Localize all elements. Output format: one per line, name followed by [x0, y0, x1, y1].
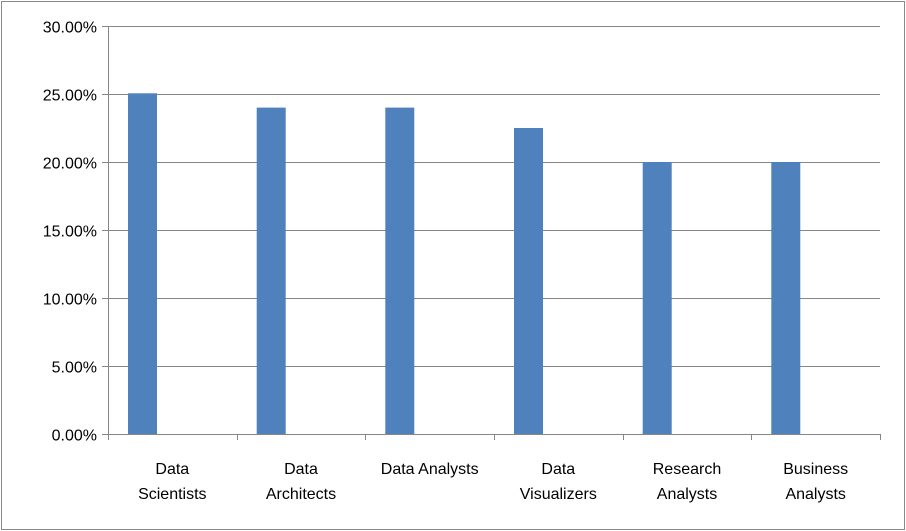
y-tick-label: 5.00%: [52, 360, 97, 377]
x-tick-label: Data: [155, 461, 189, 478]
x-tick-label: Architects: [266, 486, 336, 503]
bar: [514, 128, 543, 434]
bars: [128, 93, 801, 435]
x-tick-labels: Data Scientists Data Architects Data Analyst…: [138, 461, 848, 503]
x-tick-label: Data: [284, 461, 318, 478]
axes: [102, 26, 881, 440]
y-tick-label: 25.00%: [43, 88, 97, 105]
x-tick-label: Visualizers: [520, 486, 597, 503]
y-tick-label: 20.00%: [43, 156, 97, 173]
x-tick-label: Scientists: [138, 486, 206, 503]
x-tick-label: Data: [541, 461, 575, 478]
y-tick-label: 0.00%: [52, 428, 97, 445]
bar: [385, 107, 415, 434]
bar: [771, 162, 801, 434]
y-tick-labels: 0.00% 5.00% 10.00% 15.00% 20.00% 25.00% 30.00%: [43, 20, 97, 445]
bar: [128, 93, 157, 435]
bar: [256, 107, 286, 434]
y-tick-label: 15.00%: [43, 224, 97, 241]
y-tick-label: 30.00%: [43, 20, 97, 37]
x-tick-label: Business: [783, 461, 848, 478]
bar: [642, 162, 672, 434]
y-tick-label: 10.00%: [43, 292, 97, 309]
x-tick-label: Data Analysts: [381, 461, 479, 478]
x-tick-label: Research: [653, 461, 721, 478]
x-tick-label: Analysts: [657, 486, 717, 503]
x-tick-label: Analysts: [785, 486, 845, 503]
gridlines: [108, 26, 880, 367]
